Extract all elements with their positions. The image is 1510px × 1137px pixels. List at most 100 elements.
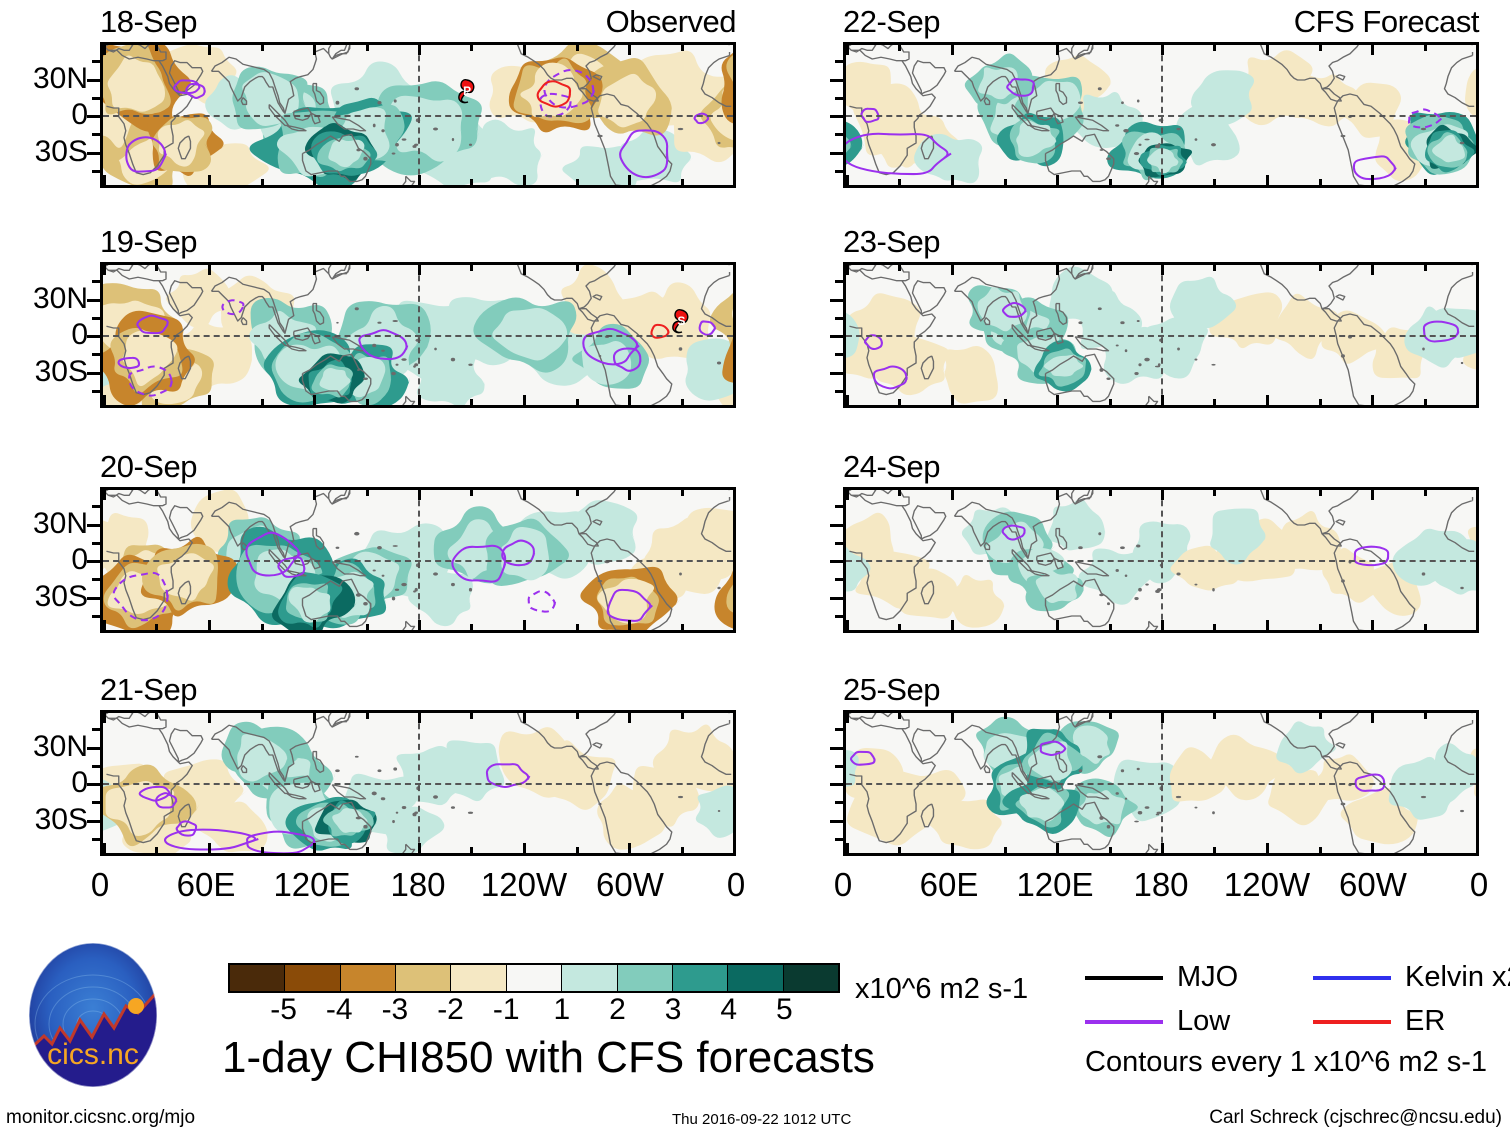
- legend-label: ER: [1405, 1005, 1446, 1037]
- map-frame: [843, 262, 1479, 408]
- y-tick-mark: [87, 115, 100, 118]
- colorbar-swatch-6: [562, 965, 618, 991]
- map-frame: [843, 710, 1479, 856]
- map-panel-21-sep: 21-Sep 30N 0 30S: [33, 674, 736, 856]
- colorbar-tick--3: -3: [381, 993, 409, 1026]
- cics-nc-logo: cics.nc: [22, 940, 164, 1090]
- x-tick-label: 180: [1133, 866, 1189, 903]
- map-panel-19-sep: 19-Sep S 30N 0 30S: [33, 226, 736, 408]
- y-tick-mark: [830, 596, 843, 600]
- y-tick-mark: [835, 801, 843, 805]
- x-tick-label: 120W: [480, 866, 568, 903]
- y-tick-label: 30S: [34, 579, 88, 613]
- map-panel-23-sep: 23-Sep: [830, 226, 1479, 408]
- y-tick-mark: [835, 505, 843, 509]
- y-tick-mark: [830, 783, 843, 786]
- footer-author: Carl Schreck (cjschrec@ncsu.edu): [1209, 1107, 1502, 1128]
- y-tick-mark: [835, 60, 843, 64]
- colorbar-tick--1: -1: [492, 993, 520, 1026]
- panel-column-heading: CFS Forecast: [1293, 4, 1480, 39]
- colorbar-tick--5: -5: [270, 993, 297, 1026]
- y-tick-mark: [92, 389, 100, 393]
- legend-line-swatch: [1313, 1019, 1391, 1024]
- legend-line-swatch: [1313, 975, 1391, 980]
- map-frame: S: [100, 262, 736, 408]
- y-tick-mark: [830, 78, 843, 82]
- contour-legend: MJO Kelvin x2 Low ER: [1085, 963, 1510, 1041]
- y-tick-mark: [92, 169, 100, 173]
- y-tick-mark: [830, 523, 843, 527]
- colorbar-swatch-4: [451, 965, 507, 991]
- y-tick-mark: [87, 78, 100, 82]
- y-tick-mark: [830, 298, 843, 302]
- colorbar-swatch-9: [728, 965, 784, 991]
- colorbar-tick-3: 3: [664, 993, 682, 1026]
- colorbar-swatch-10: [783, 965, 838, 991]
- dateline: [418, 265, 420, 405]
- panel-date-label: 21-Sep: [100, 672, 197, 707]
- x-tick-label: 120W: [1223, 866, 1311, 903]
- y-tick-label: 30N: [32, 729, 88, 763]
- colorbar-tick--2: -2: [437, 993, 464, 1026]
- y-tick-mark: [92, 280, 100, 284]
- panel-date-label: 25-Sep: [843, 672, 940, 707]
- map-frame: [100, 487, 736, 633]
- dateline: [418, 490, 420, 630]
- colorbar-tick-5: 5: [776, 993, 793, 1026]
- map-frame: P: [100, 42, 736, 188]
- x-tick-label: 0: [90, 866, 110, 903]
- colorbar-swatch-3: [396, 965, 452, 991]
- y-tick-mark: [92, 96, 100, 100]
- y-tick-mark: [835, 316, 843, 320]
- y-tick-mark: [87, 819, 100, 823]
- y-tick-mark: [92, 316, 100, 320]
- y-tick-label: 0: [71, 766, 88, 799]
- legend-line-swatch: [1085, 1019, 1163, 1024]
- legend-label: Kelvin x2: [1405, 961, 1510, 993]
- y-tick-mark: [87, 783, 100, 786]
- colorbar-tick--4: -4: [325, 993, 353, 1026]
- colorbar-swatch-0: [230, 965, 286, 991]
- legend-label: Low: [1177, 1005, 1231, 1037]
- map-frame: [843, 487, 1479, 633]
- y-tick-mark: [830, 371, 843, 375]
- x-tick-label: 180: [390, 866, 446, 903]
- y-tick-mark: [835, 353, 843, 357]
- footer-timestamp: Thu 2016-09-22 1012 UTC: [672, 1111, 852, 1128]
- panel-column-heading: Observed: [605, 4, 737, 39]
- y-tick-mark: [830, 746, 843, 750]
- legend-item-low: Low: [1085, 1007, 1230, 1036]
- y-tick-mark: [835, 169, 843, 173]
- y-tick-mark: [92, 801, 100, 805]
- colorbar-tick-4: 4: [720, 993, 738, 1026]
- contour-interval-note: Contours every 1 x10^6 m2 s-1: [1085, 1046, 1488, 1078]
- y-tick-mark: [87, 298, 100, 302]
- x-tick-label: 0: [1469, 866, 1489, 903]
- y-tick-mark: [835, 578, 843, 582]
- x-tick-label: 60E: [176, 866, 236, 903]
- dateline: [1161, 713, 1163, 853]
- y-tick-mark: [87, 335, 100, 338]
- dateline: [1161, 265, 1163, 405]
- colorbar-swatch-7: [617, 965, 673, 991]
- y-tick-label: 30S: [34, 802, 88, 836]
- colorbar-tick-labels: -5 -4 -3 -2 -1 1 2 3 4 5: [228, 993, 840, 1027]
- panel-date-label: 20-Sep: [100, 449, 197, 484]
- colorbar-tick-2: 2: [609, 993, 626, 1026]
- colorbar-swatch-2: [340, 965, 397, 991]
- y-tick-mark: [830, 560, 843, 563]
- y-tick-label: 0: [71, 318, 88, 351]
- tropical-cyclone-marker: S: [670, 308, 692, 334]
- y-tick-mark: [830, 335, 843, 338]
- colorbar-swatch-8: [672, 965, 729, 991]
- x-tick-label: 120E: [1016, 866, 1094, 903]
- y-tick-mark: [92, 133, 100, 137]
- colorbar-swatch-1: [285, 965, 341, 991]
- colorbar-units: x10^6 m2 s-1: [855, 973, 1029, 1005]
- y-tick-mark: [92, 614, 100, 618]
- y-tick-mark: [835, 280, 843, 284]
- y-tick-mark: [92, 764, 100, 768]
- colorbar: -5 -4 -3 -2 -1 1 2 3 4 5: [228, 963, 840, 1027]
- footer-url[interactable]: monitor.cicsnc.org/mjo: [6, 1107, 196, 1128]
- y-tick-label: 0: [71, 98, 88, 131]
